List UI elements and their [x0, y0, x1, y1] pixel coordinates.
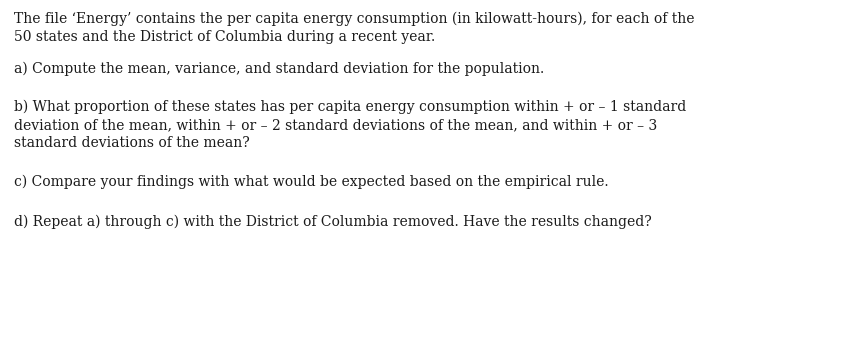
- Text: d) Repeat a) through c) with the District of Columbia removed. Have the results : d) Repeat a) through c) with the Distric…: [14, 215, 652, 229]
- Text: standard deviations of the mean?: standard deviations of the mean?: [14, 136, 250, 150]
- Text: 50 states and the District of Columbia during a recent year.: 50 states and the District of Columbia d…: [14, 30, 435, 44]
- Text: c) Compare your findings with what would be expected based on the empirical rule: c) Compare your findings with what would…: [14, 175, 608, 189]
- Text: The file ‘Energy’ contains the per capita energy consumption (in kilowatt-hours): The file ‘Energy’ contains the per capit…: [14, 12, 694, 26]
- Text: a) Compute the mean, variance, and standard deviation for the population.: a) Compute the mean, variance, and stand…: [14, 62, 544, 76]
- Text: b) What proportion of these states has per capita energy consumption within + or: b) What proportion of these states has p…: [14, 100, 686, 115]
- Text: deviation of the mean, within + or – 2 standard deviations of the mean, and with: deviation of the mean, within + or – 2 s…: [14, 118, 657, 132]
